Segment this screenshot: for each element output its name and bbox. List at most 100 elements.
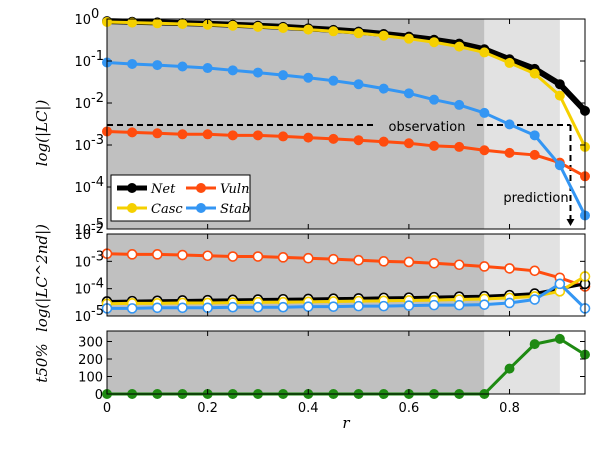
data-point [126,303,138,314]
data-point [554,90,565,101]
data-point [177,129,188,140]
y-tick-label: 10 [74,139,91,154]
data-point [504,57,515,68]
data-point [428,299,440,311]
y-tick-exponent: -4 [91,277,104,292]
data-point [403,300,415,311]
data-point [127,17,138,28]
prediction-label: prediction [503,191,568,206]
prediction-arrow [566,219,575,226]
data-point [529,130,540,141]
data-point [454,141,465,152]
data-point [353,79,364,90]
y-tick-exponent: -4 [91,175,104,190]
data-point [202,250,213,262]
y-tick-label: 10 [74,255,91,270]
data-point [252,251,264,262]
data-point [127,127,138,138]
data-point [378,300,390,312]
data-point [403,88,414,99]
legend-item-net: Net [117,182,176,197]
y-tick-label: 0 [95,388,103,403]
middle-ylabel: log(|LC^2nd|) [33,224,51,332]
data-point [252,130,263,141]
data-point [378,256,390,267]
data-point [353,254,364,266]
y-tick-exponent: -3 [91,249,104,264]
y-tick-label: 10 [74,13,91,28]
data-point [152,60,163,71]
legend-marker-stab [196,203,206,213]
data-point [202,129,213,140]
data-point [529,149,540,160]
data-point [529,294,540,305]
legend-marker-casc [127,203,137,213]
y-tick-label: 10 [74,55,91,70]
data-point [127,58,138,69]
data-point [252,67,263,78]
data-point [429,140,440,151]
y-tick-exponent: -2 [91,222,104,237]
data-point [277,301,289,313]
data-point [479,299,490,310]
x-axis-label: r [342,414,350,432]
data-point [227,130,238,141]
data-point [328,301,339,312]
data-point [177,249,188,261]
data-point [353,135,364,146]
observation-label: observation [389,120,466,135]
legend-item-stab: Stab [186,202,250,217]
data-point [504,363,515,374]
y-tick-label: 100 [78,371,103,386]
legend-label-stab: Stab [220,202,250,217]
data-point [302,301,314,312]
x-tick-label: 0.2 [197,401,218,416]
data-point [403,138,414,149]
data-point [202,63,213,74]
data-point [303,24,314,35]
data-point [529,339,540,350]
data-point [529,68,540,79]
data-point [328,26,339,37]
data-point [428,257,440,269]
data-point [378,30,389,41]
data-point [227,251,239,262]
data-point [454,99,465,110]
data-point [278,70,289,81]
legend-marker-vuln [196,183,206,193]
data-point [177,19,188,30]
data-point [227,65,238,76]
x-tick-label: 0.8 [499,401,520,416]
panel-frame [106,233,586,317]
data-point [252,21,263,32]
panel-frame [106,18,586,230]
x-tick-label: 0.6 [399,401,420,416]
data-point [504,119,515,130]
data-point [227,20,238,31]
data-point [303,132,314,143]
data-point [429,37,440,48]
y-tick-label: 200 [78,353,103,368]
shaded-region [107,331,485,394]
y-tick-exponent: -3 [91,133,104,148]
y-tick-exponent: -2 [91,91,104,106]
data-point [202,302,213,314]
data-point [177,61,188,72]
legend-marker-net [127,183,137,193]
data-point [479,145,490,156]
data-point [177,302,188,314]
y-tick-label: 10 [74,310,91,325]
legend-label-casc: Casc [151,202,183,217]
y-tick-exponent: -1 [91,49,104,64]
y-tick-exponent: -5 [91,217,104,232]
y-tick-label: 10 [74,228,91,243]
data-point [252,301,264,313]
data-point [303,72,314,83]
data-point [479,47,490,58]
data-point [152,18,163,29]
data-point [328,253,339,265]
data-point [403,256,415,268]
